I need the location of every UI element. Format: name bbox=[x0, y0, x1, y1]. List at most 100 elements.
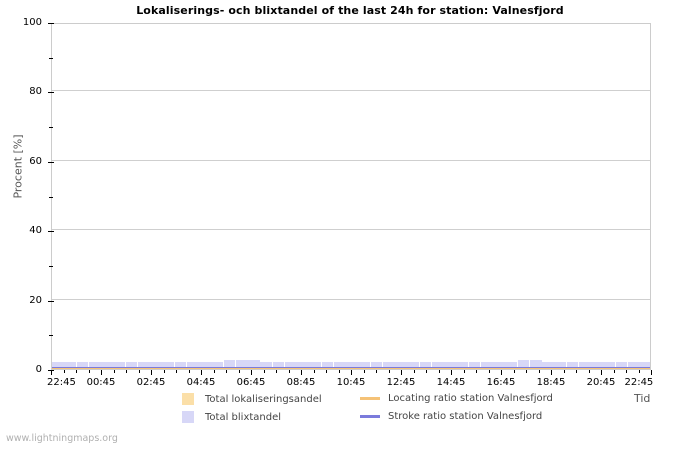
x-tick-minor bbox=[626, 370, 627, 373]
bar bbox=[627, 361, 640, 369]
y-tick-major bbox=[48, 23, 54, 24]
x-tick-major bbox=[151, 370, 152, 375]
x-tick-minor bbox=[164, 370, 165, 373]
y-tick-minor bbox=[49, 58, 53, 59]
x-tick-minor bbox=[189, 370, 190, 373]
x-tick-minor bbox=[476, 370, 477, 373]
bar bbox=[640, 361, 650, 369]
y-tick-label: 60 bbox=[29, 155, 42, 167]
bar bbox=[211, 361, 224, 369]
gridline bbox=[52, 159, 650, 161]
bar bbox=[517, 359, 530, 369]
bar bbox=[444, 361, 456, 369]
x-tick-minor bbox=[526, 370, 527, 373]
x-tick-major bbox=[301, 370, 302, 375]
x-tick-minor bbox=[564, 370, 565, 373]
y-tick-minor bbox=[49, 266, 53, 267]
watermark: www.lightningmaps.org bbox=[6, 433, 118, 444]
gridline bbox=[52, 298, 650, 300]
x-tick-minor bbox=[539, 370, 540, 373]
bar bbox=[431, 361, 444, 369]
legend-label: Total blixtandel bbox=[205, 411, 282, 423]
x-tick-minor bbox=[514, 370, 515, 373]
line-series-path bbox=[52, 368, 650, 369]
x-tick-major bbox=[601, 370, 602, 375]
x-tick-minor bbox=[314, 370, 315, 373]
bar bbox=[113, 361, 126, 369]
x-tick-major bbox=[351, 370, 352, 375]
x-tick-label: 08:45 bbox=[286, 377, 316, 388]
bar bbox=[346, 361, 358, 369]
bar bbox=[395, 361, 407, 369]
x-tick-label: 22:45 bbox=[47, 377, 76, 388]
bar bbox=[174, 361, 187, 369]
bar bbox=[480, 361, 493, 369]
x-tick-major bbox=[651, 370, 652, 375]
bar bbox=[493, 361, 505, 369]
x-tick-label: 22:45 bbox=[624, 377, 654, 388]
x-tick-label: 12:45 bbox=[386, 377, 416, 388]
bar bbox=[591, 361, 603, 369]
plot-area bbox=[51, 23, 651, 370]
bar bbox=[309, 361, 322, 369]
bar bbox=[358, 361, 371, 369]
x-tick-minor bbox=[114, 370, 115, 373]
bar bbox=[199, 361, 211, 369]
legend-label: Stroke ratio station Valnesfjord bbox=[388, 411, 543, 422]
bar bbox=[260, 361, 273, 369]
page-title: Lokaliserings- och blixtandel of the las… bbox=[136, 4, 564, 17]
x-tick-minor bbox=[326, 370, 327, 373]
x-tick-minor bbox=[214, 370, 215, 373]
x-tick-minor bbox=[139, 370, 140, 373]
legend-item[interactable]: Total blixtandel bbox=[182, 411, 281, 423]
bar bbox=[64, 361, 77, 369]
x-axis-title: Tid bbox=[634, 392, 651, 405]
bar bbox=[137, 361, 150, 369]
bar bbox=[162, 361, 175, 369]
y-tick-label: 100 bbox=[22, 17, 42, 28]
x-tick-minor bbox=[364, 370, 365, 373]
x-tick-minor bbox=[426, 370, 427, 373]
legend-item[interactable]: Total lokaliseringsandel bbox=[182, 393, 322, 405]
x-tick-label: 14:45 bbox=[436, 377, 466, 388]
x-tick-major bbox=[201, 370, 202, 375]
x-tick-minor bbox=[389, 370, 390, 373]
y-tick-label: 0 bbox=[35, 364, 42, 375]
bar bbox=[382, 361, 395, 369]
bar bbox=[150, 361, 162, 369]
gridline bbox=[52, 229, 650, 231]
bar bbox=[284, 361, 297, 369]
legend-swatch-icon bbox=[182, 393, 194, 405]
bar bbox=[52, 361, 64, 369]
bar bbox=[370, 361, 383, 369]
bar bbox=[223, 359, 236, 369]
x-tick-label: 04:45 bbox=[186, 377, 216, 388]
bar bbox=[505, 361, 518, 369]
x-tick-minor bbox=[339, 370, 340, 373]
bar bbox=[125, 361, 138, 369]
x-tick-label: 06:45 bbox=[236, 377, 266, 388]
x-tick-label: 16:45 bbox=[486, 377, 516, 388]
x-tick-minor bbox=[376, 370, 377, 373]
legend-label: Locating ratio station Valnesfjord bbox=[388, 393, 553, 404]
gridline bbox=[52, 90, 650, 92]
bar bbox=[76, 361, 89, 369]
x-tick-minor bbox=[614, 370, 615, 373]
bar bbox=[101, 361, 113, 369]
x-tick-minor bbox=[126, 370, 127, 373]
x-tick-minor bbox=[489, 370, 490, 373]
line-series-path bbox=[52, 367, 650, 368]
x-tick-major bbox=[101, 370, 102, 375]
bar bbox=[542, 361, 554, 369]
y-tick-label: 80 bbox=[29, 86, 42, 98]
bar bbox=[333, 361, 346, 369]
legend-item[interactable]: Stroke ratio station Valnesfjord bbox=[360, 411, 542, 422]
x-tick-minor bbox=[239, 370, 240, 373]
y-tick-major bbox=[48, 162, 54, 163]
bar bbox=[272, 361, 285, 369]
y-tick-minor bbox=[49, 335, 53, 336]
x-tick-minor bbox=[639, 370, 640, 373]
x-tick-label: 20:45 bbox=[586, 377, 616, 388]
legend-item[interactable]: Locating ratio station Valnesfjord bbox=[360, 393, 553, 404]
